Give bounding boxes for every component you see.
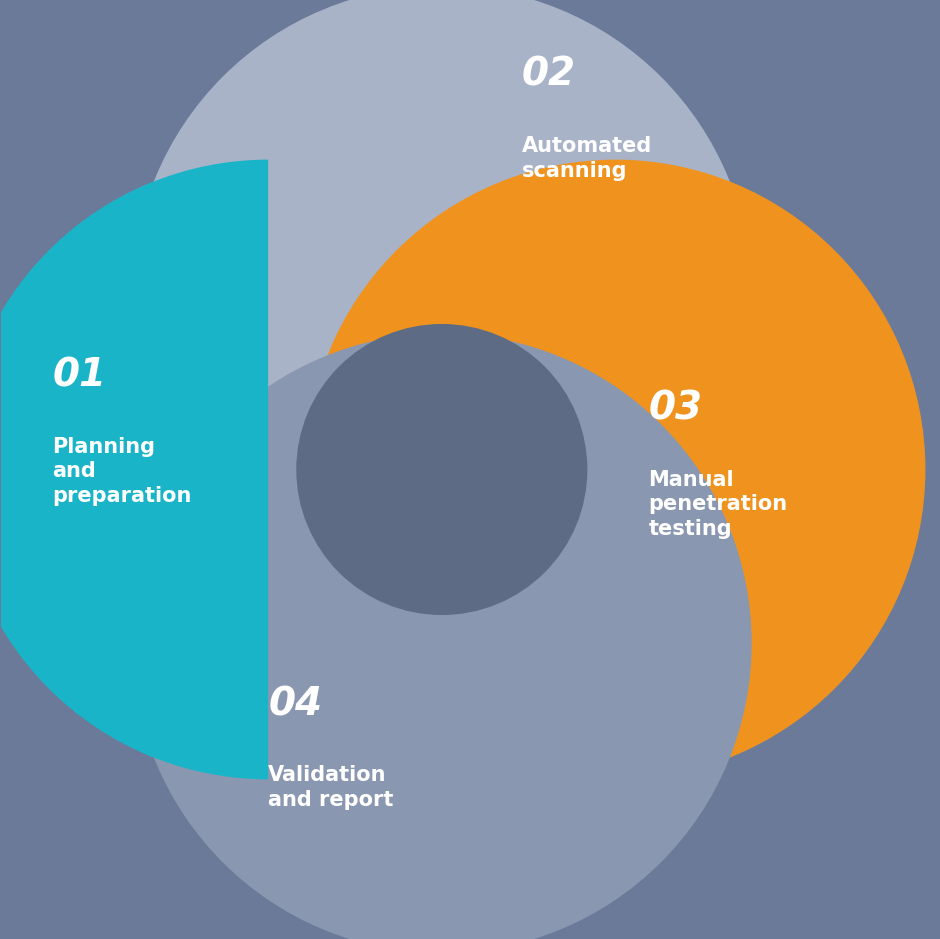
Text: Planning
and
preparation: Planning and preparation	[52, 437, 192, 506]
Circle shape	[296, 324, 588, 615]
Text: 04: 04	[268, 685, 322, 723]
Circle shape	[132, 0, 752, 606]
Wedge shape	[0, 160, 268, 779]
Circle shape	[306, 160, 925, 779]
Text: Automated
scanning: Automated scanning	[522, 136, 652, 181]
Text: Validation
and report: Validation and report	[268, 765, 394, 810]
Circle shape	[132, 333, 752, 939]
Circle shape	[0, 160, 578, 779]
Text: Manual
penetration
testing: Manual penetration testing	[649, 470, 788, 539]
Text: 01: 01	[52, 357, 106, 394]
Text: 02: 02	[522, 56, 575, 94]
Text: 03: 03	[649, 390, 702, 427]
